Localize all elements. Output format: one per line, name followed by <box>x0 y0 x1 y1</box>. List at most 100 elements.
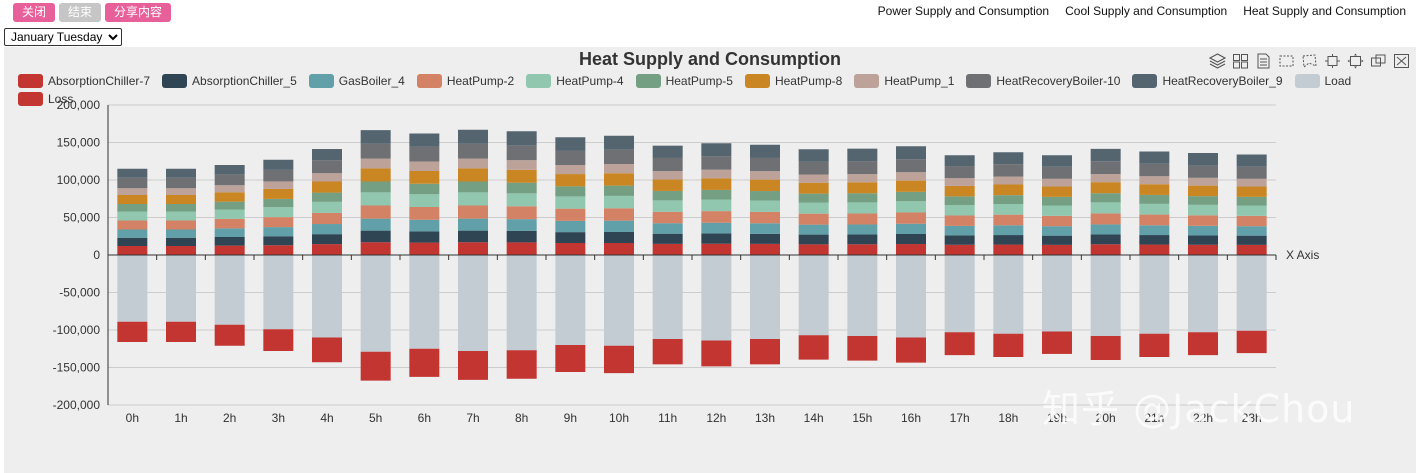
bar-segment[interactable] <box>750 243 780 255</box>
bar-segment[interactable] <box>896 255 926 338</box>
bar-segment[interactable] <box>312 234 342 245</box>
bar-segment[interactable] <box>750 191 780 201</box>
bar-segment[interactable] <box>555 196 586 209</box>
bar-segment[interactable] <box>1236 178 1267 187</box>
end-button[interactable]: 结束 <box>59 3 102 22</box>
bar-segment[interactable] <box>652 179 683 191</box>
bar-segment[interactable] <box>798 234 829 245</box>
bar-segment[interactable] <box>944 255 975 333</box>
bar-segment[interactable] <box>166 255 196 322</box>
lasso-icon[interactable] <box>1301 53 1318 69</box>
bar-segment[interactable] <box>1139 244 1170 255</box>
bar-segment[interactable] <box>214 192 245 202</box>
bar-segment[interactable] <box>312 201 342 213</box>
bar-segment[interactable] <box>944 166 975 179</box>
bar-segment[interactable] <box>993 333 1024 357</box>
bar-segment[interactable] <box>1042 255 1072 332</box>
bar-segment[interactable] <box>263 255 294 330</box>
bar-segment[interactable] <box>750 233 780 244</box>
bar-segment[interactable] <box>798 182 829 194</box>
bar-segment[interactable] <box>506 182 537 194</box>
bar-segment[interactable] <box>409 231 440 243</box>
bar-segment[interactable] <box>1139 333 1170 357</box>
bar-segment[interactable] <box>506 131 537 146</box>
bar-segment[interactable] <box>798 213 829 225</box>
bar-segment[interactable] <box>944 215 975 226</box>
bar-segment[interactable] <box>750 211 780 224</box>
bar-segment[interactable] <box>750 144 780 158</box>
legend-item[interactable]: HeatRecoveryBoiler-10 <box>966 74 1120 88</box>
bar-segment[interactable] <box>750 255 780 339</box>
bar-segment[interactable] <box>555 174 586 187</box>
bar-segment[interactable] <box>1188 225 1218 236</box>
bar-segment[interactable] <box>701 189 732 200</box>
bar-segment[interactable] <box>166 246 196 255</box>
bar-segment[interactable] <box>993 204 1024 215</box>
bar-segment[interactable] <box>360 230 391 243</box>
bar-segment[interactable] <box>458 192 488 206</box>
bar-segment[interactable] <box>1188 255 1218 333</box>
bar-segment[interactable] <box>604 173 634 186</box>
bar-segment[interactable] <box>1139 235 1170 245</box>
bar-segment[interactable] <box>555 243 586 255</box>
bar-segment[interactable] <box>847 213 878 225</box>
bar-segment[interactable] <box>214 209 245 219</box>
bar-segment[interactable] <box>847 234 878 245</box>
bar-segment[interactable] <box>312 224 342 235</box>
bar-segment[interactable] <box>652 157 683 172</box>
bar-segment[interactable] <box>604 149 634 165</box>
bar-segment[interactable] <box>1139 225 1170 236</box>
bar-segment[interactable] <box>847 244 878 255</box>
bar-segment[interactable] <box>652 211 683 224</box>
bar-segment[interactable] <box>506 145 537 161</box>
nav-power[interactable]: Power Supply and Consumption <box>877 4 1050 18</box>
bar-segment[interactable] <box>312 181 342 193</box>
bar-segment[interactable] <box>458 181 488 193</box>
bar-segment[interactable] <box>1042 235 1072 245</box>
bar-segment[interactable] <box>798 202 829 214</box>
bar-segment[interactable] <box>798 161 829 175</box>
bar-segment[interactable] <box>1236 196 1267 206</box>
zoom-icon[interactable] <box>1347 53 1364 69</box>
bar-segment[interactable] <box>1090 234 1121 245</box>
legend-item[interactable]: HeatPump_1 <box>854 74 954 88</box>
bar-segment[interactable] <box>896 159 926 173</box>
bar-segment[interactable] <box>993 152 1024 165</box>
bar-segment[interactable] <box>1090 148 1121 162</box>
bar-segment[interactable] <box>117 195 148 204</box>
bar-segment[interactable] <box>896 223 926 234</box>
bar-segment[interactable] <box>117 229 148 238</box>
bar-segment[interactable] <box>166 220 196 230</box>
bar-segment[interactable] <box>360 168 391 182</box>
bar-segment[interactable] <box>1188 332 1218 356</box>
bar-segment[interactable] <box>847 148 878 162</box>
bar-segment[interactable] <box>993 195 1024 204</box>
bar-segment[interactable] <box>263 169 294 182</box>
bar-segment[interactable] <box>214 237 245 246</box>
bar-segment[interactable] <box>506 255 537 351</box>
bar-segment[interactable] <box>166 195 196 204</box>
bar-segment[interactable] <box>458 255 488 351</box>
bar-segment[interactable] <box>896 201 926 213</box>
bar-segment[interactable] <box>944 225 975 236</box>
bar-segment[interactable] <box>555 220 586 233</box>
bar-segment[interactable] <box>944 185 975 197</box>
bar-segment[interactable] <box>117 168 148 178</box>
bar-segment[interactable] <box>166 168 196 178</box>
bar-segment[interactable] <box>1188 215 1218 226</box>
bar-segment[interactable] <box>312 244 342 255</box>
bar-segment[interactable] <box>312 192 342 202</box>
bar-segment[interactable] <box>409 194 440 207</box>
bar-segment[interactable] <box>604 231 634 243</box>
bar-segment[interactable] <box>750 223 780 234</box>
bar-segment[interactable] <box>993 176 1024 185</box>
bar-segment[interactable] <box>360 158 391 169</box>
bar-segment[interactable] <box>604 195 634 209</box>
bar-segment[interactable] <box>360 130 391 144</box>
legend-item[interactable]: HeatPump-5 <box>635 74 733 88</box>
bar-segment[interactable] <box>506 160 537 170</box>
bar-segment[interactable] <box>166 321 196 342</box>
bar-segment[interactable] <box>1236 205 1267 216</box>
bar-segment[interactable] <box>944 155 975 167</box>
bar-segment[interactable] <box>117 321 148 342</box>
